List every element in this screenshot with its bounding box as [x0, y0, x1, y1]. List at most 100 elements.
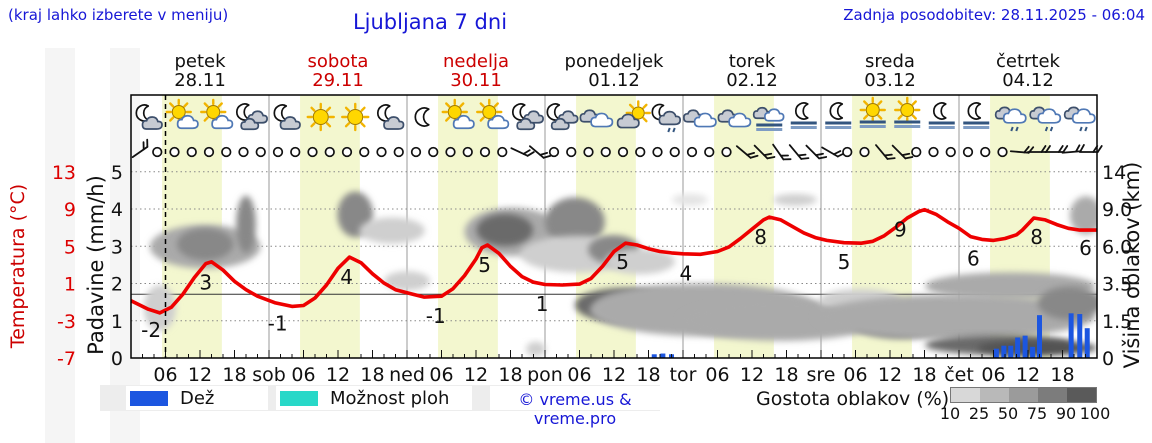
gradient-segment	[980, 388, 1009, 402]
day-date: 01.12	[588, 70, 640, 91]
day-name: torek	[728, 51, 776, 72]
clouds-icon	[717, 109, 752, 128]
wind-barb-icon	[753, 144, 776, 160]
sun-cloud-icon	[200, 98, 234, 130]
day-name: petek	[174, 51, 226, 72]
x-axis-label: sob	[252, 364, 286, 386]
wind-calm-icon	[980, 146, 991, 158]
cloud-region	[1037, 286, 1097, 320]
wind-calm-icon	[462, 146, 473, 158]
day-header-sreda: sreda 03.12	[821, 52, 959, 90]
cloud-axis-tick: 3.5	[1102, 274, 1132, 296]
temp-value-label: 6	[967, 246, 980, 270]
page-title: Ljubljana 7 dni	[352, 10, 508, 34]
wind-calm-icon	[479, 146, 491, 158]
x-axis-label: 06	[981, 364, 1005, 386]
rain-bar	[1001, 345, 1007, 358]
moon-clouds-icon	[236, 103, 268, 131]
copyright-link[interactable]: © vreme.us & vreme.pro	[518, 390, 632, 428]
wind-barb-icon	[131, 138, 149, 159]
wind-calm-icon	[548, 146, 560, 158]
x-axis-label: 18	[636, 364, 660, 386]
rain-bar	[1084, 328, 1090, 358]
day-name: ponedeljek	[564, 51, 664, 72]
wind-calm-icon	[393, 146, 404, 158]
cloud-sun-icon	[616, 100, 651, 129]
wind-calm-icon	[842, 146, 853, 158]
gradient-segment	[1009, 388, 1038, 402]
cloud-drizzle-icon	[1029, 106, 1062, 132]
day-name: nedelja	[442, 51, 509, 72]
wind-calm-icon	[307, 146, 318, 158]
cloud-region	[384, 271, 430, 291]
wind-calm-icon	[669, 146, 680, 158]
temp-value-label: 1	[536, 292, 549, 316]
cloud-density-gradient-bar	[950, 387, 1097, 403]
gradient-segment	[951, 388, 980, 402]
wind-calm-icon	[290, 146, 301, 158]
wind-barb-icon	[1044, 145, 1069, 153]
wind-calm-icon	[859, 146, 870, 158]
cloud-region	[143, 285, 176, 331]
cloud-region	[177, 228, 234, 261]
wind-barb-icon	[805, 144, 828, 160]
precipitation-bars	[651, 313, 1090, 358]
temp-axis-tick: 1	[64, 274, 76, 296]
moon-fog-icon	[790, 102, 817, 129]
x-axis-label: 12	[602, 364, 626, 386]
day-date: 30.11	[450, 70, 502, 91]
cloud-region	[672, 193, 708, 206]
rain-bar	[660, 353, 666, 358]
gradient-segment	[1067, 388, 1096, 402]
x-axis-label: sre	[807, 364, 836, 386]
moon-cloud-icon	[377, 104, 405, 130]
cloud-region	[476, 213, 533, 247]
rain-bar	[993, 348, 999, 358]
cloud-density-layer	[143, 191, 1097, 357]
cloud-region	[545, 197, 605, 247]
x-axis-label: čet	[944, 364, 974, 386]
clouds-icon	[579, 109, 614, 128]
rain-bar	[1077, 314, 1083, 358]
precip-axis-tick: 1	[111, 311, 123, 333]
temp-value-label: 8	[754, 225, 767, 249]
wind-calm-icon	[497, 146, 508, 158]
x-axis-label: 06	[429, 364, 453, 386]
clouds-fog-icon	[752, 106, 785, 131]
wind-calm-icon	[704, 146, 715, 158]
x-axis-label: 18	[774, 364, 798, 386]
cloud-axis-tick: 9.0	[1102, 199, 1132, 221]
day-header-sobota: sobota 29.11	[269, 52, 407, 90]
x-axis-label: 18	[498, 364, 522, 386]
x-axis-label: 18	[222, 364, 246, 386]
x-axis-label: ned	[389, 364, 425, 386]
wind-calm-icon	[341, 146, 353, 158]
weather-icon-row	[135, 96, 1096, 133]
showers-color-swatch	[280, 391, 318, 406]
wind-calm-icon	[221, 146, 232, 158]
wind-calm-icon	[445, 146, 456, 158]
x-axis-label: 12	[326, 364, 350, 386]
wind-calm-icon	[945, 146, 956, 158]
wind-calm-icon	[652, 146, 663, 158]
moon-icon	[414, 107, 430, 127]
day-date: 04.12	[1002, 70, 1054, 91]
cloud-axis-tick: 1.5	[1102, 311, 1132, 333]
moon-cloud-drizzle-icon	[651, 103, 682, 133]
clouds-icon	[683, 109, 717, 128]
day-date: 02.12	[726, 70, 778, 91]
temp-axis-tick: 13	[52, 162, 76, 184]
temp-value-label: -1	[268, 312, 288, 336]
x-axis-label: 12	[188, 364, 212, 386]
x-axis-label: 06	[843, 364, 867, 386]
sun-cloud-icon	[476, 98, 510, 130]
day-header-ponedeljek: ponedeljek 01.12	[545, 52, 683, 90]
x-axis-label: 06	[291, 364, 315, 386]
precip-axis-tick: 4	[111, 199, 123, 221]
temperature-value-labels: -2 3 -1 4 -1 5 1 5 4 8 5 9 6 8 6	[141, 218, 1092, 342]
temp-value-label: 5	[616, 250, 629, 274]
sun-icon	[306, 102, 335, 132]
x-axis-label: 06	[705, 364, 729, 386]
rain-bar	[1008, 345, 1014, 358]
wind-barb-icon	[528, 145, 552, 159]
